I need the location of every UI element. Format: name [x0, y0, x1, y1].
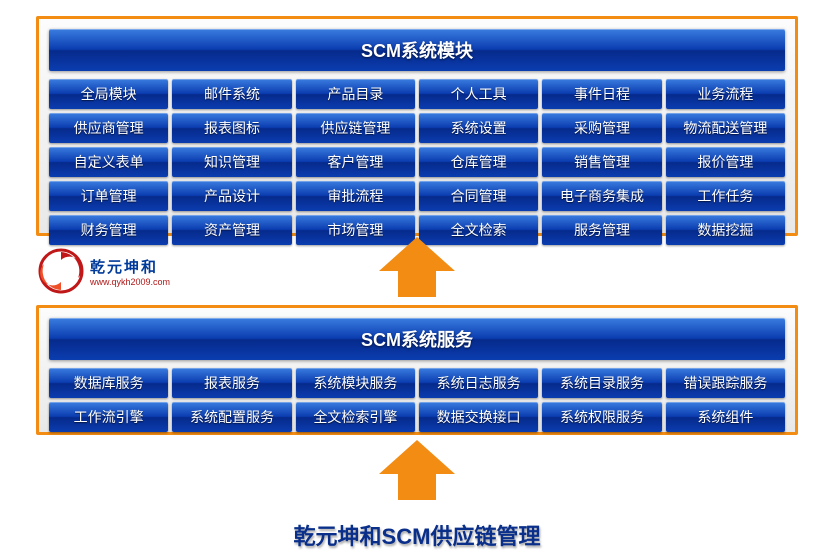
module-cell: 仓库管理 — [419, 147, 538, 177]
arrow-up-top — [379, 237, 455, 297]
arrow-up-bottom — [379, 440, 455, 500]
module-cell: 供应商管理 — [49, 113, 168, 143]
scm-services-grid: 数据库服务报表服务系统模块服务系统日志服务系统目录服务错误跟踪服务工作流引擎系统… — [49, 368, 785, 432]
module-cell: 报价管理 — [666, 147, 785, 177]
scm-modules-title: SCM系统模块 — [49, 29, 785, 71]
module-cell: 数据库服务 — [49, 368, 168, 398]
scm-services-section: SCM系统服务 数据库服务报表服务系统模块服务系统日志服务系统目录服务错误跟踪服… — [36, 305, 798, 435]
module-cell: 系统设置 — [419, 113, 538, 143]
module-cell: 产品设计 — [172, 181, 291, 211]
module-cell: 工作任务 — [666, 181, 785, 211]
module-cell: 订单管理 — [49, 181, 168, 211]
module-cell: 产品目录 — [296, 79, 415, 109]
module-cell: 系统日志服务 — [419, 368, 538, 398]
module-cell: 审批流程 — [296, 181, 415, 211]
module-cell: 系统配置服务 — [172, 402, 291, 432]
logo-name: 乾元坤和 — [90, 256, 170, 277]
module-cell: 自定义表单 — [49, 147, 168, 177]
module-cell: 客户管理 — [296, 147, 415, 177]
swirl-icon — [38, 248, 84, 294]
logo-url: www.qykh2009.com — [90, 277, 170, 287]
company-logo: 乾元坤和 www.qykh2009.com — [38, 248, 170, 294]
module-cell: 供应链管理 — [296, 113, 415, 143]
module-cell: 数据挖掘 — [666, 215, 785, 245]
module-cell: 错误跟踪服务 — [666, 368, 785, 398]
module-cell: 知识管理 — [172, 147, 291, 177]
module-cell: 系统组件 — [666, 402, 785, 432]
module-cell: 报表图标 — [172, 113, 291, 143]
module-cell: 事件日程 — [542, 79, 661, 109]
module-cell: 服务管理 — [542, 215, 661, 245]
module-cell: 系统模块服务 — [296, 368, 415, 398]
module-cell: 全局模块 — [49, 79, 168, 109]
module-cell: 电子商务集成 — [542, 181, 661, 211]
module-cell: 销售管理 — [542, 147, 661, 177]
module-cell: 工作流引擎 — [49, 402, 168, 432]
footer-title: 乾元坤和SCM供应链管理 — [294, 519, 541, 551]
module-cell: 物流配送管理 — [666, 113, 785, 143]
scm-modules-section: SCM系统模块 全局模块邮件系统产品目录个人工具事件日程业务流程供应商管理报表图… — [36, 16, 798, 236]
module-cell: 数据交换接口 — [419, 402, 538, 432]
module-cell: 合同管理 — [419, 181, 538, 211]
module-cell: 资产管理 — [172, 215, 291, 245]
module-cell: 个人工具 — [419, 79, 538, 109]
module-cell: 报表服务 — [172, 368, 291, 398]
module-cell: 采购管理 — [542, 113, 661, 143]
module-cell: 业务流程 — [666, 79, 785, 109]
module-cell: 财务管理 — [49, 215, 168, 245]
scm-modules-grid: 全局模块邮件系统产品目录个人工具事件日程业务流程供应商管理报表图标供应链管理系统… — [49, 79, 785, 245]
module-cell: 系统权限服务 — [542, 402, 661, 432]
module-cell: 邮件系统 — [172, 79, 291, 109]
scm-services-title: SCM系统服务 — [49, 318, 785, 360]
module-cell: 全文检索引擎 — [296, 402, 415, 432]
module-cell: 系统目录服务 — [542, 368, 661, 398]
